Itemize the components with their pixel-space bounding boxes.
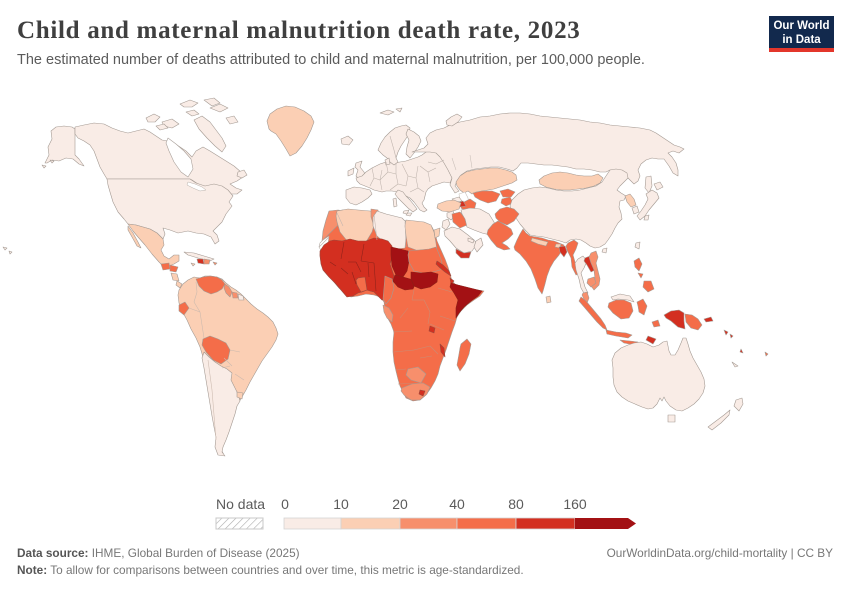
svg-text:10: 10 <box>333 496 349 512</box>
svg-text:80: 80 <box>508 496 524 512</box>
svg-text:40: 40 <box>449 496 465 512</box>
svg-text:20: 20 <box>392 496 408 512</box>
svg-text:0: 0 <box>281 496 289 512</box>
svg-text:No data: No data <box>216 496 265 512</box>
svg-text:160: 160 <box>563 496 587 512</box>
